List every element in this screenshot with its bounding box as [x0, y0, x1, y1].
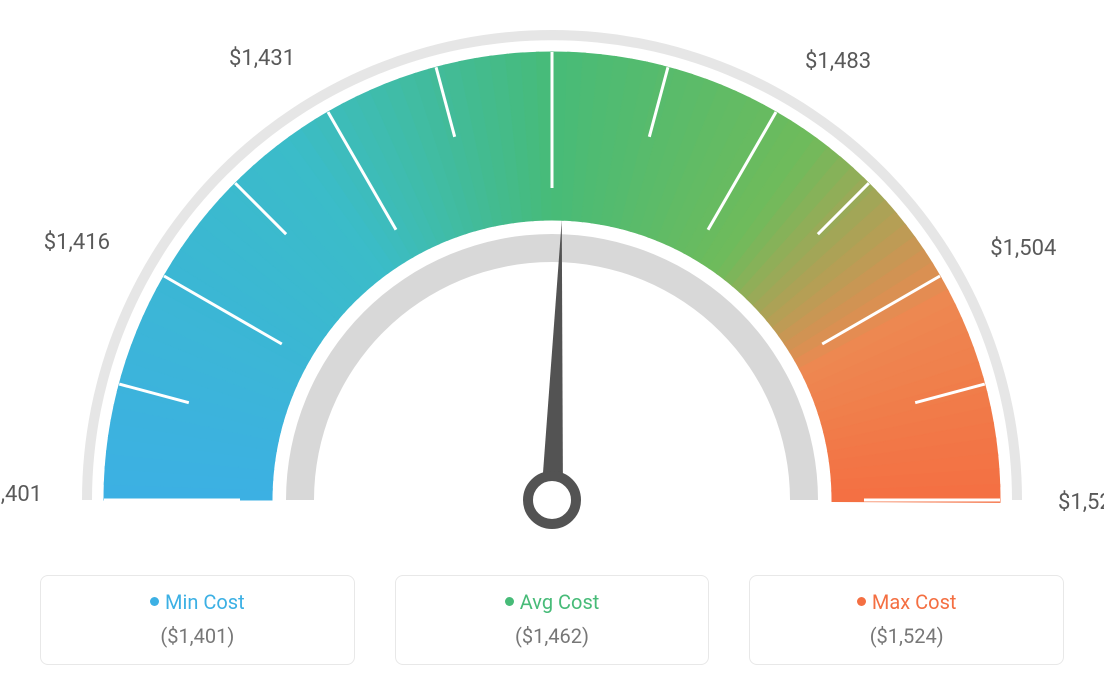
legend-title-text: Avg Cost	[520, 590, 600, 614]
legend-row: Min Cost ($1,401) Avg Cost ($1,462) Max Cost…	[0, 575, 1104, 665]
gauge-needle	[528, 220, 576, 524]
gauge-area: $1,401$1,416$1,431$1,462$1,483$1,504$1,5…	[0, 0, 1104, 560]
avg-cost-card: Avg Cost ($1,462)	[395, 575, 710, 665]
gauge-tick-label: $1,524	[1058, 490, 1104, 515]
legend-dot-icon	[857, 597, 866, 606]
legend-value: ($1,462)	[406, 624, 699, 648]
legend-dot-icon	[505, 597, 514, 606]
gauge-tick-label: $1,504	[990, 236, 1056, 261]
legend-title-text: Min Cost	[165, 590, 245, 614]
cost-gauge-chart: $1,401$1,416$1,431$1,462$1,483$1,504$1,5…	[0, 0, 1104, 690]
legend-title: Min Cost	[51, 590, 344, 614]
min-cost-card: Min Cost ($1,401)	[40, 575, 355, 665]
gauge-tick-label: $1,431	[229, 46, 295, 71]
gauge-tick-label: $1,401	[0, 482, 42, 507]
legend-value: ($1,401)	[51, 624, 344, 648]
gauge-svg	[0, 0, 1104, 560]
legend-title-text: Max Cost	[872, 590, 957, 614]
max-cost-card: Max Cost ($1,524)	[749, 575, 1064, 665]
legend-title: Max Cost	[760, 590, 1053, 614]
legend-title: Avg Cost	[406, 590, 699, 614]
gauge-tick-label: $1,483	[805, 49, 871, 74]
legend-value: ($1,524)	[760, 624, 1053, 648]
legend-dot-icon	[150, 597, 159, 606]
gauge-tick-label: $1,416	[44, 230, 110, 255]
